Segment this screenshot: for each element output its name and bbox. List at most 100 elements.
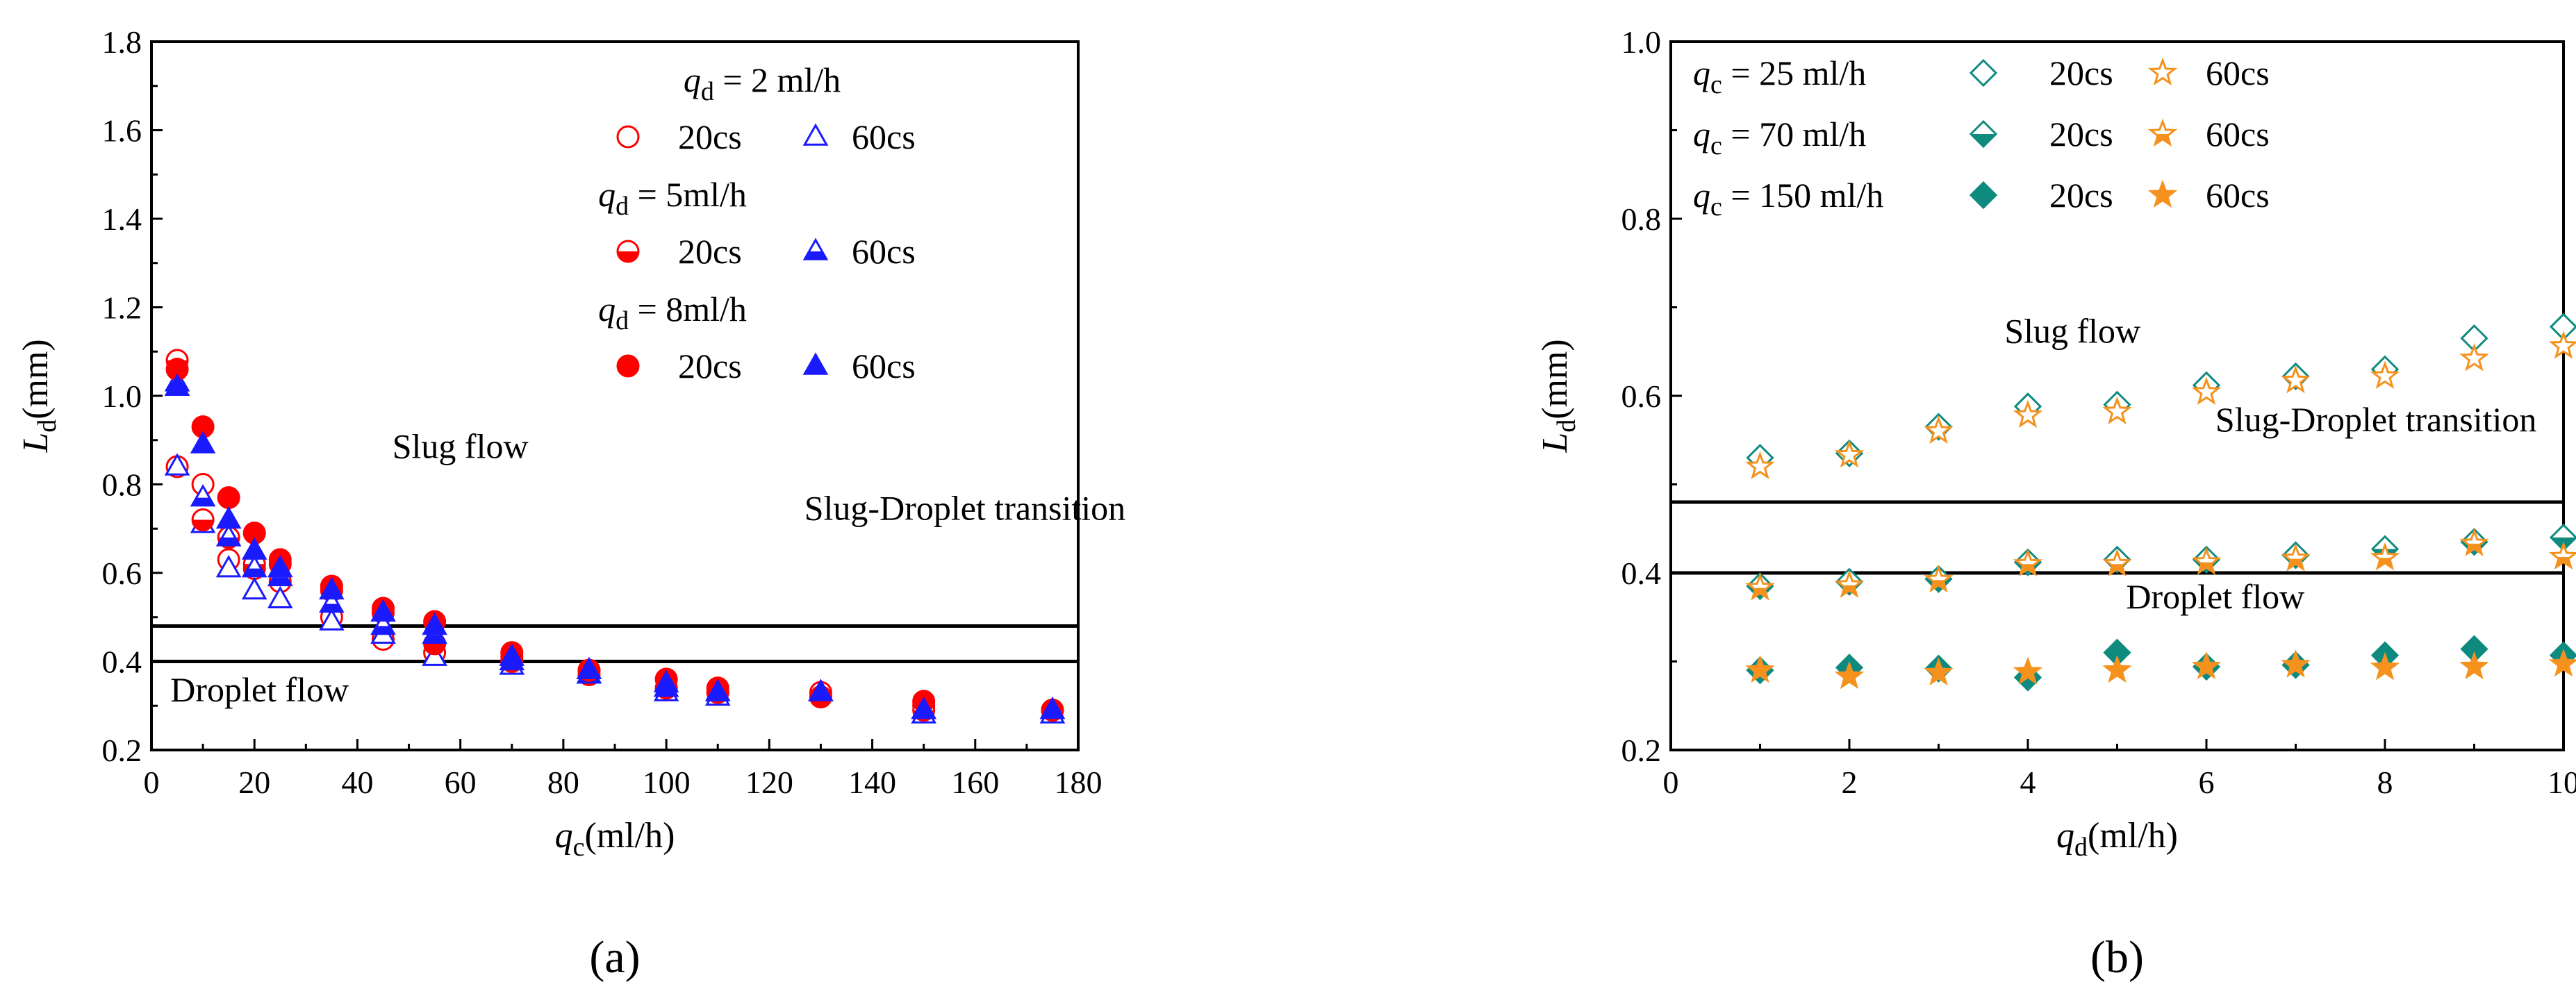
legend-item-label: 60cs xyxy=(852,117,916,156)
legend-item-label: 20cs xyxy=(2049,176,2113,215)
data-point-shape xyxy=(653,669,679,693)
legend-marker xyxy=(616,354,640,378)
data-point xyxy=(2102,548,2132,577)
panel-label: (b) xyxy=(2090,932,2144,983)
x-tick-label: 0 xyxy=(1663,765,1679,800)
series-3 xyxy=(1745,528,2576,601)
x-tick-label: 100 xyxy=(643,765,691,800)
legend-group-title-rest: = 8ml/h xyxy=(629,290,747,328)
data-point-half-fill xyxy=(2556,557,2571,567)
data-point-half-fill xyxy=(1842,585,1857,596)
data-point xyxy=(190,431,216,453)
data-point-half-fill xyxy=(217,538,240,546)
data-point xyxy=(1039,697,1066,719)
data-point xyxy=(1924,564,1954,593)
y-tick-label: 0.6 xyxy=(1621,378,1662,414)
legend-item-label: 20cs xyxy=(678,232,742,271)
data-point xyxy=(215,555,242,578)
legend-marker xyxy=(1969,58,1998,88)
data-point-shape xyxy=(2191,651,2222,680)
legend-group-title-var: q xyxy=(1693,115,1710,153)
legend-group-title-var: q xyxy=(1693,53,1710,92)
data-point-shape xyxy=(241,576,267,600)
data-point-half-fill xyxy=(2199,562,2214,573)
data-point-shape xyxy=(2370,652,2400,681)
data-point-shape xyxy=(1834,660,1865,690)
data-point-half-fill xyxy=(2020,564,2036,574)
legend-marker xyxy=(1969,181,1998,210)
data-point xyxy=(2191,651,2222,680)
x-axis-title: qd(ml/h) xyxy=(2056,816,2178,862)
x-tick-label: 4 xyxy=(2020,765,2036,800)
legend-group-title-sub: c xyxy=(1710,192,1722,222)
legend-marker-shape xyxy=(802,352,829,375)
series-1 xyxy=(1745,331,2576,480)
data-point xyxy=(267,555,293,578)
data-point xyxy=(2102,396,2132,424)
data-point xyxy=(370,612,396,635)
y-tick-label: 1.6 xyxy=(102,113,142,149)
data-point-shape xyxy=(2281,365,2311,394)
data-point-shape xyxy=(267,585,293,608)
data-point-shape xyxy=(499,643,525,666)
data-point xyxy=(2013,399,2043,428)
data-point-shape xyxy=(2013,656,2043,685)
legend-group-title-sub: d xyxy=(616,192,629,221)
y-axis-title: Ld(mm) xyxy=(1535,339,1581,453)
legend-item-label: 60cs xyxy=(2206,115,2270,153)
data-point xyxy=(164,453,190,476)
legend-item-label: 60cs xyxy=(2206,176,2270,215)
legend-item-label: 20cs xyxy=(2049,53,2113,92)
data-point xyxy=(704,678,731,701)
data-point-shape xyxy=(215,506,242,529)
y-tick-label: 1.2 xyxy=(102,290,142,326)
data-point-shape xyxy=(2370,360,2400,389)
series-5 xyxy=(1745,648,2576,690)
data-point xyxy=(499,643,525,666)
legend-group-title-sub: d xyxy=(616,306,629,335)
data-point-shape xyxy=(2548,648,2576,677)
legend-marker-half-fill xyxy=(1971,134,1996,147)
legend-group-title-rest: = 2 ml/h xyxy=(714,60,841,99)
legend-group-title-sub: d xyxy=(701,77,714,106)
x-tick-label: 120 xyxy=(745,765,793,800)
data-point xyxy=(2013,548,2043,577)
legend-group-title-rest: = 70 ml/h xyxy=(1722,115,1866,153)
data-point xyxy=(911,697,936,719)
data-point-shape xyxy=(1924,415,1954,444)
legend-marker xyxy=(616,125,640,149)
data-point-shape xyxy=(2281,649,2311,678)
data-point-half-fill xyxy=(192,519,214,531)
legend-group-title-var: q xyxy=(598,175,616,214)
data-point-half-fill xyxy=(2377,558,2393,568)
data-point-shape xyxy=(2459,343,2489,372)
data-point-shape xyxy=(2548,331,2576,359)
x-tick-label: 180 xyxy=(1055,765,1103,800)
data-point xyxy=(2548,331,2576,359)
legend-marker xyxy=(1969,119,1998,149)
region-label: Droplet flow xyxy=(170,670,349,709)
data-point-shape xyxy=(422,643,447,666)
legend-marker-shape xyxy=(616,125,640,149)
legend-marker-shape xyxy=(1969,181,1998,210)
x-axis-title-sub: c xyxy=(573,833,585,862)
data-point xyxy=(370,599,396,622)
legend-group-title-rest: = 5ml/h xyxy=(629,175,747,214)
x-axis-title-rest: (ml/h) xyxy=(2088,816,2178,856)
data-point-shape xyxy=(319,576,345,600)
data-point xyxy=(1745,654,1775,683)
legend-group-title: qc = 25 ml/h xyxy=(1693,53,1866,99)
data-point xyxy=(2102,654,2132,683)
data-point xyxy=(2370,542,2400,571)
x-tick-label: 8 xyxy=(2377,765,2393,800)
data-point xyxy=(1834,569,1865,598)
legend-group-title-var: q xyxy=(1693,176,1710,215)
data-point xyxy=(2459,651,2489,680)
data-point-shape xyxy=(2191,376,2222,406)
data-point-shape xyxy=(1039,697,1066,719)
data-point xyxy=(2548,648,2576,677)
